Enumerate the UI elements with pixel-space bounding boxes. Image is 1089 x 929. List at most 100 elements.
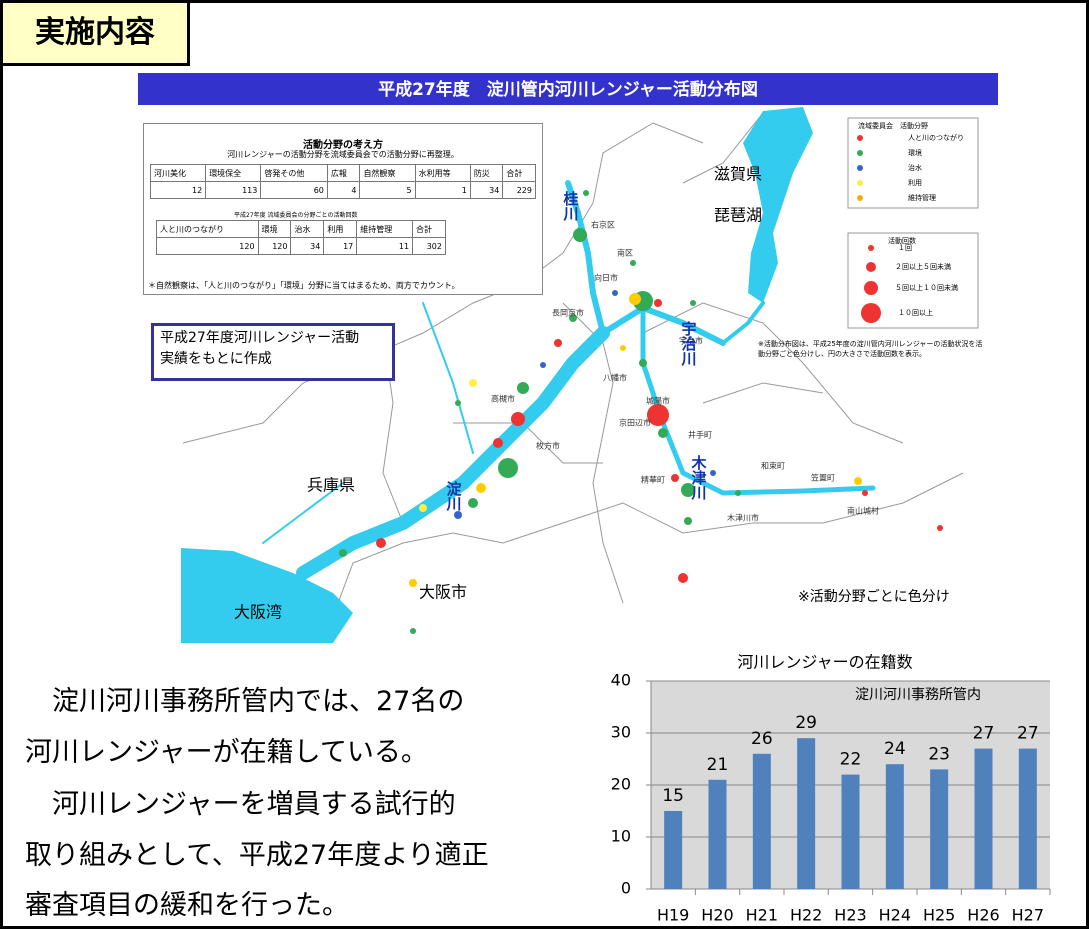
place-label: 城陽市: [646, 396, 670, 406]
value-label: 15: [662, 786, 684, 806]
value-label: 23: [928, 744, 950, 764]
table-caption: 平成27年度 流域委員会の分野ごとの活動回数: [234, 210, 357, 219]
bar: [664, 811, 682, 889]
x-tick-label: H24: [879, 906, 911, 925]
place-label: 右京区: [591, 220, 615, 230]
river-label: 宇治川: [680, 320, 698, 366]
value-label: 29: [795, 713, 817, 733]
value-label: 21: [707, 755, 729, 775]
value-label: 22: [840, 750, 862, 770]
place-label: 笠置町: [811, 473, 835, 483]
table-header: 環境: [258, 221, 291, 238]
legend: 流域委員会 活動分野 人と川のつながり 環境 治水 利用 維持管理 活動回数 １…: [848, 118, 978, 328]
y-tick-label: 40: [611, 671, 631, 690]
value-label: 24: [884, 739, 906, 759]
legend-entry: 治水: [908, 163, 922, 172]
place-label: 高槻市: [491, 394, 515, 404]
table-subtitle: 河川レンジャーの活動分野を流域委員会での活動分野に再整理。: [144, 149, 542, 160]
bar: [886, 764, 904, 889]
value-label: 27: [973, 724, 995, 744]
table-cell: 229: [503, 182, 536, 199]
bar: [709, 780, 727, 889]
table-cell: 11: [357, 238, 413, 255]
table-header: 環境保全: [206, 165, 261, 182]
place-label: 長岡京市: [552, 308, 584, 318]
place-label: 大阪湾: [234, 603, 282, 622]
place-label: 南区: [617, 248, 633, 258]
place-label: 八幡市: [603, 373, 627, 383]
place-label: 琵琶湖: [714, 206, 762, 225]
table-header: 合計: [413, 221, 446, 238]
y-tick-label: 20: [611, 775, 631, 794]
x-tick-label: H25: [923, 906, 955, 925]
place-label: 兵庫県: [307, 476, 355, 495]
table-cell: 34: [470, 182, 503, 199]
table-header: 治水: [291, 221, 324, 238]
place-label: 向日市: [594, 273, 618, 283]
body-line: 淀川河川事務所管内では、27名の: [25, 679, 464, 718]
table-header: 防災: [470, 165, 503, 182]
place-label: 京田辺市: [619, 418, 651, 428]
bar: [842, 775, 860, 889]
chart-title: 河川レンジャーの在籍数: [737, 653, 912, 672]
category-table: 活動分野の考え方 河川レンジャーの活動分野を流域委員会での活動分野に再整理。 河…: [143, 123, 543, 295]
legend-entry: １回: [898, 244, 912, 252]
bar: [975, 749, 993, 889]
source-line: 実績をもとに作成: [160, 349, 392, 370]
place-label: 和束町: [761, 462, 785, 471]
section-label: 実施内容: [3, 3, 190, 66]
fields-table: 河川美化環境保全啓発その他広報自然観察水利用等防災合計1211360451342…: [150, 164, 536, 199]
legend-title: 流域委員会 活動分野: [858, 121, 928, 130]
table-footnote: ＊自然観察は、「人と川のつながり」「環境」分野に当てはまるため、両方でカウント。: [148, 280, 460, 291]
legend-entry: 人と川のつながり: [908, 133, 964, 142]
table-cell: 4: [327, 182, 360, 199]
table-header: 利用: [324, 221, 357, 238]
table-cell: 5: [360, 182, 415, 199]
river-label: 木津川: [690, 454, 708, 500]
body-line: 取り組みとして、平成27年度より適正: [25, 833, 489, 872]
table-cell: 34: [291, 238, 324, 255]
x-tick-label: H21: [746, 906, 778, 925]
bar: [1019, 749, 1037, 889]
place-label: 精華町: [641, 475, 665, 485]
table-row: 河川美化環境保全啓発その他広報自然観察水利用等防災合計: [151, 165, 536, 182]
x-tick-label: H27: [1012, 906, 1044, 925]
legend-entry: 利用: [908, 178, 922, 187]
body-line: 河川レンジャーを増員する試行的: [25, 782, 456, 821]
x-tick-label: H23: [834, 906, 866, 925]
place-label: 枚方市: [536, 441, 560, 451]
place-label: 滋賀県: [714, 165, 762, 184]
place-label: 大阪市: [419, 583, 467, 602]
bar: [753, 754, 771, 889]
place-label: 木津川市: [727, 513, 759, 523]
chart: 河川レンジャーの在籍数 010203040淀川河川事務所管内H1915H2021…: [611, 653, 1050, 925]
chart-subtitle: 淀川河川事務所管内: [855, 687, 981, 703]
legend-entry: ２回以上５回未満: [895, 262, 951, 271]
y-tick-label: 0: [621, 879, 631, 898]
river-label: 桂川: [562, 190, 580, 221]
value-label: 27: [1017, 724, 1039, 744]
source-box: 平成27年度河川レンジャー活動 実績をもとに作成: [151, 323, 395, 381]
legend-entry: １０回以上: [898, 308, 933, 317]
table-cell: 60: [261, 182, 328, 199]
legend-note: ※活動分布図は、平成25年度の淀川管内河川レンジャーの活動状況を活動分野ごと色分…: [758, 339, 988, 359]
table-cell: 120: [157, 238, 259, 255]
legend-entry: 環境: [908, 148, 922, 157]
table-header: 維持管理: [357, 221, 413, 238]
table-cell: 113: [206, 182, 261, 199]
table-row: 人と川のつながり環境治水利用維持管理合計: [157, 221, 446, 238]
table-header: 合計: [503, 165, 536, 182]
x-tick-label: H22: [790, 906, 822, 925]
y-tick-label: 10: [611, 827, 631, 846]
river-label: 淀川: [445, 480, 463, 511]
map-title: 平成27年度 淀川管内河川レンジャー活動分布図: [378, 79, 758, 100]
x-tick-label: H19: [657, 906, 689, 925]
table-header: 広報: [327, 165, 360, 182]
legend-note-wrap: ※活動分布図は、平成25年度の淀川管内河川レンジャーの活動状況を活動分野ごと色分…: [758, 339, 988, 379]
table-header: 水利用等: [415, 165, 470, 182]
body-line: 審査項目の緩和を行った。: [25, 883, 349, 922]
map-note: ※活動分野ごとに色分け: [798, 588, 950, 605]
